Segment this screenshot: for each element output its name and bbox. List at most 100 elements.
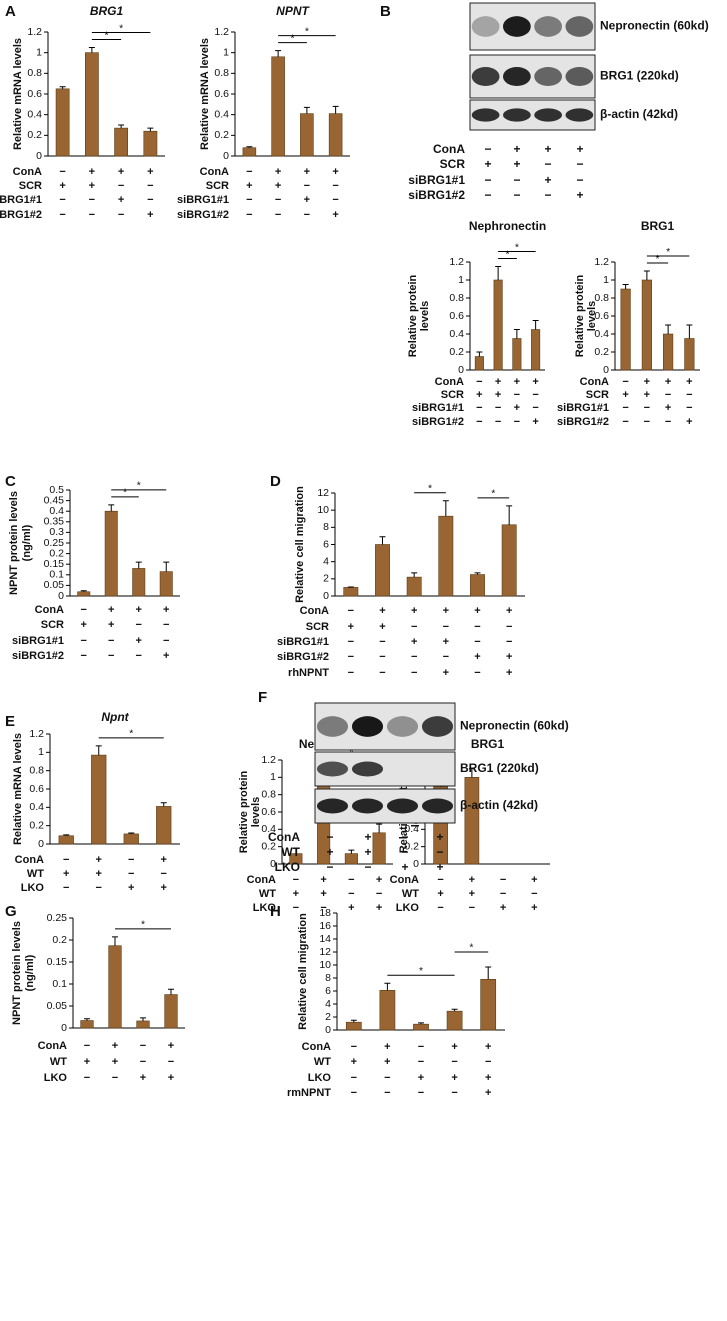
band-label: β-actin (42kd): [460, 798, 538, 812]
condition-sign: −: [665, 416, 671, 428]
condition-label: siBRG1#2: [0, 209, 42, 221]
condition-sign: −: [118, 209, 124, 221]
condition-sign: −: [351, 1041, 357, 1053]
condition-sign: −: [418, 1056, 424, 1068]
condition-sign: +: [506, 605, 512, 617]
error-bar: [147, 127, 154, 132]
condition-sign: +: [665, 376, 671, 388]
error-bar: [532, 320, 539, 330]
error-bar: [485, 966, 492, 980]
condition-sign: +: [326, 845, 333, 859]
y-tick-label: 0: [325, 1024, 331, 1036]
bar: [480, 978, 497, 1031]
chart-title: Nephronectin: [469, 219, 546, 233]
condition-sign: +: [576, 188, 583, 202]
error-bar: [418, 1022, 424, 1025]
y-tick-label: 1.2: [29, 728, 44, 740]
condition-sign: −: [108, 635, 114, 647]
bar: [114, 127, 129, 157]
y-tick-label: 0.8: [27, 67, 42, 79]
bar: [300, 113, 314, 157]
y-tick-label: 1: [458, 274, 464, 286]
y-tick-label: 8: [325, 972, 331, 984]
condition-sign: −: [686, 402, 692, 414]
error-bar: [476, 351, 483, 357]
panel-label: D: [270, 473, 281, 490]
condition-sign: −: [147, 180, 153, 192]
condition-sign: +: [495, 389, 501, 401]
condition-label: ConA: [433, 142, 465, 156]
blot-band: [316, 761, 349, 777]
bar: [531, 329, 541, 371]
condition-sign: +: [81, 619, 87, 631]
error-bar: [140, 1017, 146, 1021]
condition-sign: −: [128, 868, 134, 880]
condition-sign: +: [443, 605, 449, 617]
y-tick-label: 1.2: [214, 26, 229, 38]
y-tick-label: 8: [323, 521, 329, 533]
bar: [501, 524, 517, 597]
condition-sign: +: [351, 1056, 357, 1068]
blot-band: [502, 67, 531, 86]
y-tick-label: 0.6: [29, 783, 44, 795]
condition-sign: −: [411, 667, 417, 679]
condition-sign: −: [59, 194, 65, 206]
condition-sign: +: [364, 845, 371, 859]
condition-sign: −: [246, 194, 252, 206]
condition-sign: +: [63, 868, 69, 880]
condition-sign: −: [451, 1087, 457, 1099]
y-tick-label: 4: [323, 555, 329, 567]
condition-sign: +: [293, 888, 299, 900]
condition-sign: +: [485, 1072, 491, 1084]
significance-label: *: [104, 29, 108, 41]
condition-label: LKO: [21, 882, 45, 894]
condition-label: ConA: [200, 166, 229, 178]
condition-sign: +: [364, 830, 371, 844]
condition-sign: +: [118, 166, 124, 178]
y-tick-label: 6: [325, 985, 331, 997]
y-tick-label: 0: [458, 364, 464, 376]
condition-label: siBRG1#2: [177, 209, 229, 221]
y-tick-label: 0: [38, 838, 44, 850]
condition-sign: −: [293, 902, 299, 914]
condition-sign: +: [436, 830, 443, 844]
y-tick-label: 0: [270, 858, 276, 870]
condition-sign: −: [484, 142, 491, 156]
y-tick-label: 0.3: [49, 526, 64, 538]
bar: [132, 568, 146, 597]
condition-sign: −: [326, 830, 333, 844]
significance-label: *: [655, 253, 659, 265]
condition-sign: −: [140, 1040, 146, 1052]
condition-label: ConA: [580, 376, 609, 388]
condition-sign: +: [474, 651, 480, 663]
blot-band: [351, 798, 384, 814]
condition-sign: −: [384, 1072, 390, 1084]
condition-sign: +: [147, 209, 153, 221]
y-tick-label: 0.8: [594, 292, 609, 304]
condition-sign: −: [474, 621, 480, 633]
condition-sign: −: [531, 888, 537, 900]
bar: [438, 515, 454, 597]
condition-sign: −: [384, 1087, 390, 1099]
error-bar: [495, 266, 502, 280]
condition-sign: +: [665, 402, 671, 414]
condition-label: siBRG1#1: [277, 636, 329, 648]
y-tick-label: 10: [317, 504, 329, 516]
condition-sign: +: [401, 860, 408, 874]
y-tick-label: 0.2: [52, 934, 67, 946]
y-tick-label: 6: [323, 538, 329, 550]
condition-sign: +: [304, 166, 310, 178]
error-bar: [80, 590, 87, 592]
error-bar: [376, 823, 383, 833]
bar: [164, 994, 178, 1029]
condition-sign: −: [576, 173, 583, 187]
condition-sign: +: [532, 376, 538, 388]
condition-sign: +: [532, 416, 538, 428]
condition-sign: +: [544, 173, 551, 187]
condition-sign: −: [81, 650, 87, 662]
y-tick-label: 0.6: [214, 88, 229, 100]
y-tick-label: 0.2: [49, 547, 64, 559]
condition-sign: −: [84, 1072, 90, 1084]
condition-sign: +: [163, 650, 169, 662]
condition-sign: −: [136, 619, 142, 631]
